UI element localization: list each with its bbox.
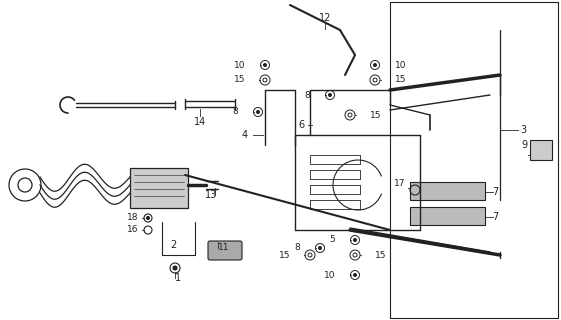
Text: 13: 13: [205, 190, 217, 200]
Text: 17: 17: [393, 179, 405, 188]
Text: 12: 12: [319, 13, 331, 23]
Text: 18: 18: [126, 213, 138, 222]
Circle shape: [353, 238, 356, 242]
Circle shape: [256, 110, 260, 114]
Text: 16: 16: [126, 226, 138, 235]
Text: 3: 3: [520, 125, 526, 135]
Text: 15: 15: [395, 76, 407, 84]
Circle shape: [264, 63, 266, 67]
Text: 7: 7: [492, 187, 498, 197]
Text: 8: 8: [232, 108, 238, 116]
Text: 15: 15: [375, 251, 387, 260]
Text: 4: 4: [242, 130, 248, 140]
Text: 7: 7: [492, 212, 498, 222]
Circle shape: [374, 63, 376, 67]
Text: 15: 15: [278, 251, 290, 260]
FancyBboxPatch shape: [208, 241, 242, 260]
Text: 8: 8: [304, 91, 310, 100]
FancyBboxPatch shape: [410, 182, 485, 200]
Text: 15: 15: [233, 76, 245, 84]
Text: 6: 6: [299, 120, 305, 130]
Text: 14: 14: [194, 117, 206, 127]
Circle shape: [329, 93, 332, 97]
FancyBboxPatch shape: [530, 140, 552, 160]
Text: 5: 5: [329, 236, 335, 244]
Text: 1: 1: [175, 273, 181, 283]
FancyBboxPatch shape: [410, 207, 485, 225]
Text: 10: 10: [324, 270, 335, 279]
Text: 9: 9: [522, 140, 528, 150]
Circle shape: [353, 274, 356, 276]
Text: 2: 2: [170, 240, 176, 250]
Circle shape: [173, 266, 177, 270]
Circle shape: [146, 217, 149, 220]
Text: 15: 15: [370, 110, 381, 119]
Text: 8: 8: [295, 244, 300, 252]
Text: 11: 11: [218, 244, 229, 252]
Text: 10: 10: [395, 60, 407, 69]
Text: 10: 10: [233, 60, 245, 69]
Circle shape: [319, 246, 321, 250]
FancyBboxPatch shape: [130, 168, 188, 208]
